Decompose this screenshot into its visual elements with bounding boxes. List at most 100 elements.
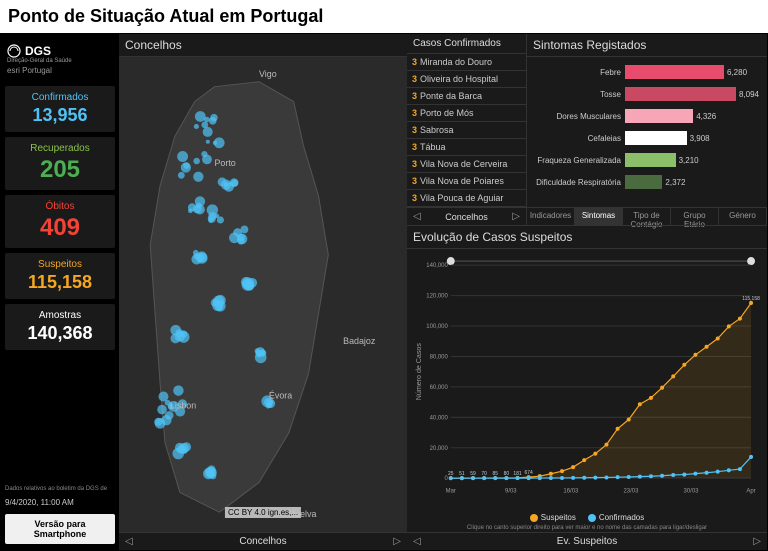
list-item-count: 3 [412, 125, 417, 135]
tabs-row: IndicadoresSintomasTipo de ContágioGrupo… [527, 207, 767, 225]
portugal-map[interactable]: VigoPortoLisbonHuelvaBadajozÉvora [119, 57, 407, 532]
evolution-chart[interactable]: 020,00040,00060,00080,000100,000120,0001… [413, 253, 761, 507]
list-item-name: Sabrosa [420, 125, 454, 135]
evo-foot-label: Ev. Suspeitos [557, 536, 617, 547]
list-item-count: 3 [412, 108, 417, 118]
list-item[interactable]: 3Miranda do Douro [407, 54, 526, 71]
legend-suspeitos[interactable]: Suspeitos [530, 513, 576, 522]
chart-legend: Suspeitos Confirmados [407, 511, 767, 524]
symptoms-bars: Febre 6,280 Tosse 8,094 Dores Musculares 4,32… [527, 57, 767, 207]
bar-track: 2,372 [625, 175, 759, 189]
list-prev-icon[interactable]: ◁ [413, 211, 421, 222]
list-item[interactable]: 3Sabrosa [407, 122, 526, 139]
dgs-logo-icon [7, 44, 21, 58]
svg-text:9/03: 9/03 [505, 489, 517, 495]
stat-value: 140,368 [9, 323, 111, 344]
svg-text:Vigo: Vigo [259, 69, 277, 79]
bar-fill [625, 175, 662, 189]
svg-text:23/03: 23/03 [623, 489, 639, 495]
svg-text:16/03: 16/03 [563, 489, 579, 495]
cases-list-panel: Casos Confirmados 3Miranda do Douro3Oliv… [407, 34, 527, 225]
list-item-count: 3 [412, 142, 417, 152]
map-attribution: CC BY 4.0 ign.es,... [225, 507, 301, 518]
svg-text:Lisbon: Lisbon [170, 400, 196, 410]
symptom-bar-row: Dores Musculares 4,326 [531, 107, 759, 125]
tab-tipo-de-contágio[interactable]: Tipo de Contágio [623, 208, 671, 225]
list-item-count: 3 [412, 193, 417, 203]
bar-fill [625, 87, 736, 101]
map-foot-label: Concelhos [239, 536, 286, 547]
svg-text:85: 85 [492, 471, 498, 477]
bar-value: 8,094 [739, 90, 759, 99]
bar-fill [625, 131, 687, 145]
evolution-chart-area[interactable]: 020,00040,00060,00080,000100,000120,0001… [407, 249, 767, 511]
list-next-icon[interactable]: ▷ [512, 211, 520, 222]
svg-text:181: 181 [513, 471, 521, 477]
symptoms-panel: Sintomas Registados Febre6,280Tosse8,094… [527, 34, 767, 225]
list-item-count: 3 [412, 74, 417, 84]
evolution-panel: Evolução de Casos Suspeitos 020,00040,00… [407, 225, 767, 550]
dashboard: DGS Direção-Geral da Saúde esri Portugal… [0, 33, 768, 551]
svg-text:120,000: 120,000 [426, 294, 448, 300]
map-prev-icon[interactable]: ◁ [125, 536, 133, 547]
stat-label: Amostras [9, 310, 111, 321]
bar-value: 4,326 [696, 112, 716, 121]
list-item[interactable]: 3Vila Pouca de Aguiar [407, 190, 526, 207]
svg-text:140,000: 140,000 [426, 264, 448, 270]
bar-track: 4,326 [625, 109, 759, 123]
list-foot-label: Concelhos [445, 212, 488, 222]
logo-name: DGS [25, 44, 51, 58]
tab-sintomas[interactable]: Sintomas [575, 208, 623, 225]
mobile-version-button[interactable]: Versão para Smartphone [5, 514, 115, 544]
right-column: Casos Confirmados 3Miranda do Douro3Oliv… [407, 34, 767, 550]
evolution-footer: ◁ Ev. Suspeitos ▷ [407, 532, 767, 550]
sidebar: DGS Direção-Geral da Saúde esri Portugal… [1, 34, 119, 550]
evolution-title: Evolução de Casos Suspeitos [407, 226, 767, 249]
svg-text:30/03: 30/03 [684, 489, 700, 495]
evo-next-icon[interactable]: ▷ [753, 536, 761, 547]
bar-label: Febre [531, 68, 621, 77]
logo-esri: esri Portugal [7, 64, 113, 77]
list-item[interactable]: 3Tábua [407, 139, 526, 156]
svg-text:Évora: Évora [269, 390, 292, 400]
legend-label: Confirmados [599, 513, 644, 522]
chart-note: Clique no canto superior direito para ve… [407, 524, 767, 532]
tab-grupo-etário[interactable]: Grupo Etário [671, 208, 719, 225]
map-next-icon[interactable]: ▷ [393, 536, 401, 547]
stat-value: 409 [9, 214, 111, 242]
list-item-name: Vila Nova de Cerveira [420, 159, 507, 169]
tab-género[interactable]: Género [719, 208, 767, 225]
list-item-name: Vila Nova de Poiares [420, 176, 504, 186]
svg-text:Badajoz: Badajoz [343, 336, 375, 346]
evo-prev-icon[interactable]: ◁ [413, 536, 421, 547]
list-item[interactable]: 3Ponte da Barca [407, 88, 526, 105]
list-item[interactable]: 3Porto de Mós [407, 105, 526, 122]
list-item-name: Porto de Mós [420, 108, 474, 118]
page-title: Ponto de Situação Atual em Portugal [0, 0, 768, 33]
list-item[interactable]: 3Oliveira do Hospital [407, 71, 526, 88]
map-area[interactable]: VigoPortoLisbonHuelvaBadajozÉvora CC BY … [119, 57, 407, 532]
stat-label: Confirmados [9, 92, 111, 103]
bar-track: 3,210 [625, 153, 759, 167]
bar-track: 3,908 [625, 131, 759, 145]
cases-list[interactable]: 3Miranda do Douro3Oliveira do Hospital3P… [407, 54, 526, 207]
svg-text:20,000: 20,000 [430, 446, 449, 452]
bar-value: 3,210 [679, 156, 699, 165]
list-item[interactable]: 3Vila Nova de Poiares [407, 173, 526, 190]
stat-obitos: Óbitos 409 [5, 195, 115, 248]
bar-label: Dificuldade Respiratória [531, 178, 621, 187]
bar-value: 3,908 [690, 134, 710, 143]
legend-confirmados[interactable]: Confirmados [588, 513, 644, 522]
bar-label: Cefaleias [531, 134, 621, 143]
bar-label: Tosse [531, 90, 621, 99]
stat-amostras: Amostras 140,368 [5, 304, 115, 350]
stat-value: 115,158 [9, 272, 111, 293]
bar-fill [625, 65, 724, 79]
symptom-bar-row: Tosse 8,094 [531, 85, 759, 103]
list-item-name: Oliveira do Hospital [420, 74, 498, 84]
bar-value: 6,280 [727, 68, 747, 77]
bar-label: Dores Musculares [531, 112, 621, 121]
svg-text:674: 674 [524, 470, 532, 476]
tab-indicadores[interactable]: Indicadores [527, 208, 575, 225]
list-item[interactable]: 3Vila Nova de Cerveira [407, 156, 526, 173]
